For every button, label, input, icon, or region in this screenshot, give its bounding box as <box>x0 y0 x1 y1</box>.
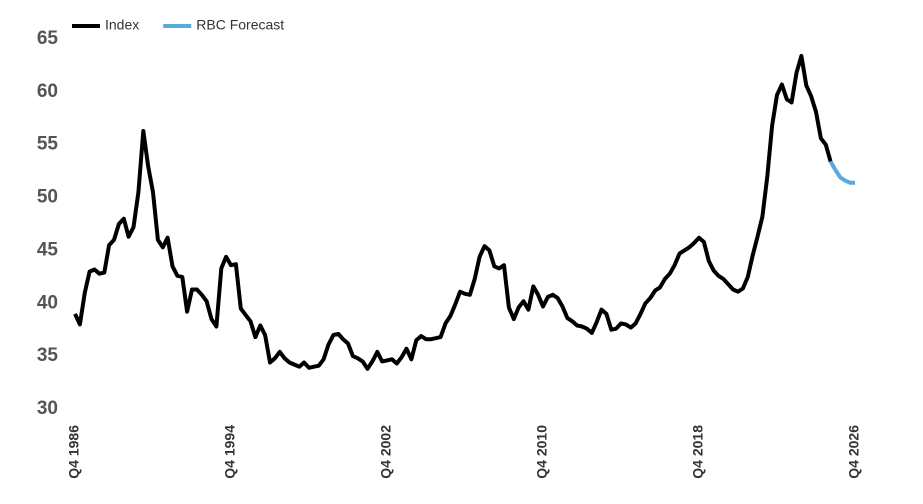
legend-label: Index <box>105 17 139 33</box>
y-tick-label: 40 <box>37 292 58 313</box>
line-series <box>828 160 855 185</box>
x-tick-label: Q4 2026 <box>846 425 862 479</box>
y-tick-label: 45 <box>37 239 59 260</box>
y-tick-label: 60 <box>37 81 58 102</box>
line-series <box>73 53 833 371</box>
x-tick-label: Q4 2018 <box>690 425 706 479</box>
x-tick-label: Q4 2010 <box>534 425 550 479</box>
x-tick-label: Q4 1986 <box>66 425 82 479</box>
y-tick-label: 35 <box>37 345 59 366</box>
y-tick-label: 65 <box>37 28 59 49</box>
x-tick-label: Q4 2002 <box>378 425 394 479</box>
y-tick-label: 30 <box>37 398 58 419</box>
legend-label: RBC Forecast <box>196 17 284 33</box>
x-tick-label: Q4 1994 <box>222 425 238 479</box>
y-tick-label: 55 <box>37 134 59 155</box>
y-tick-label: 50 <box>37 187 58 208</box>
